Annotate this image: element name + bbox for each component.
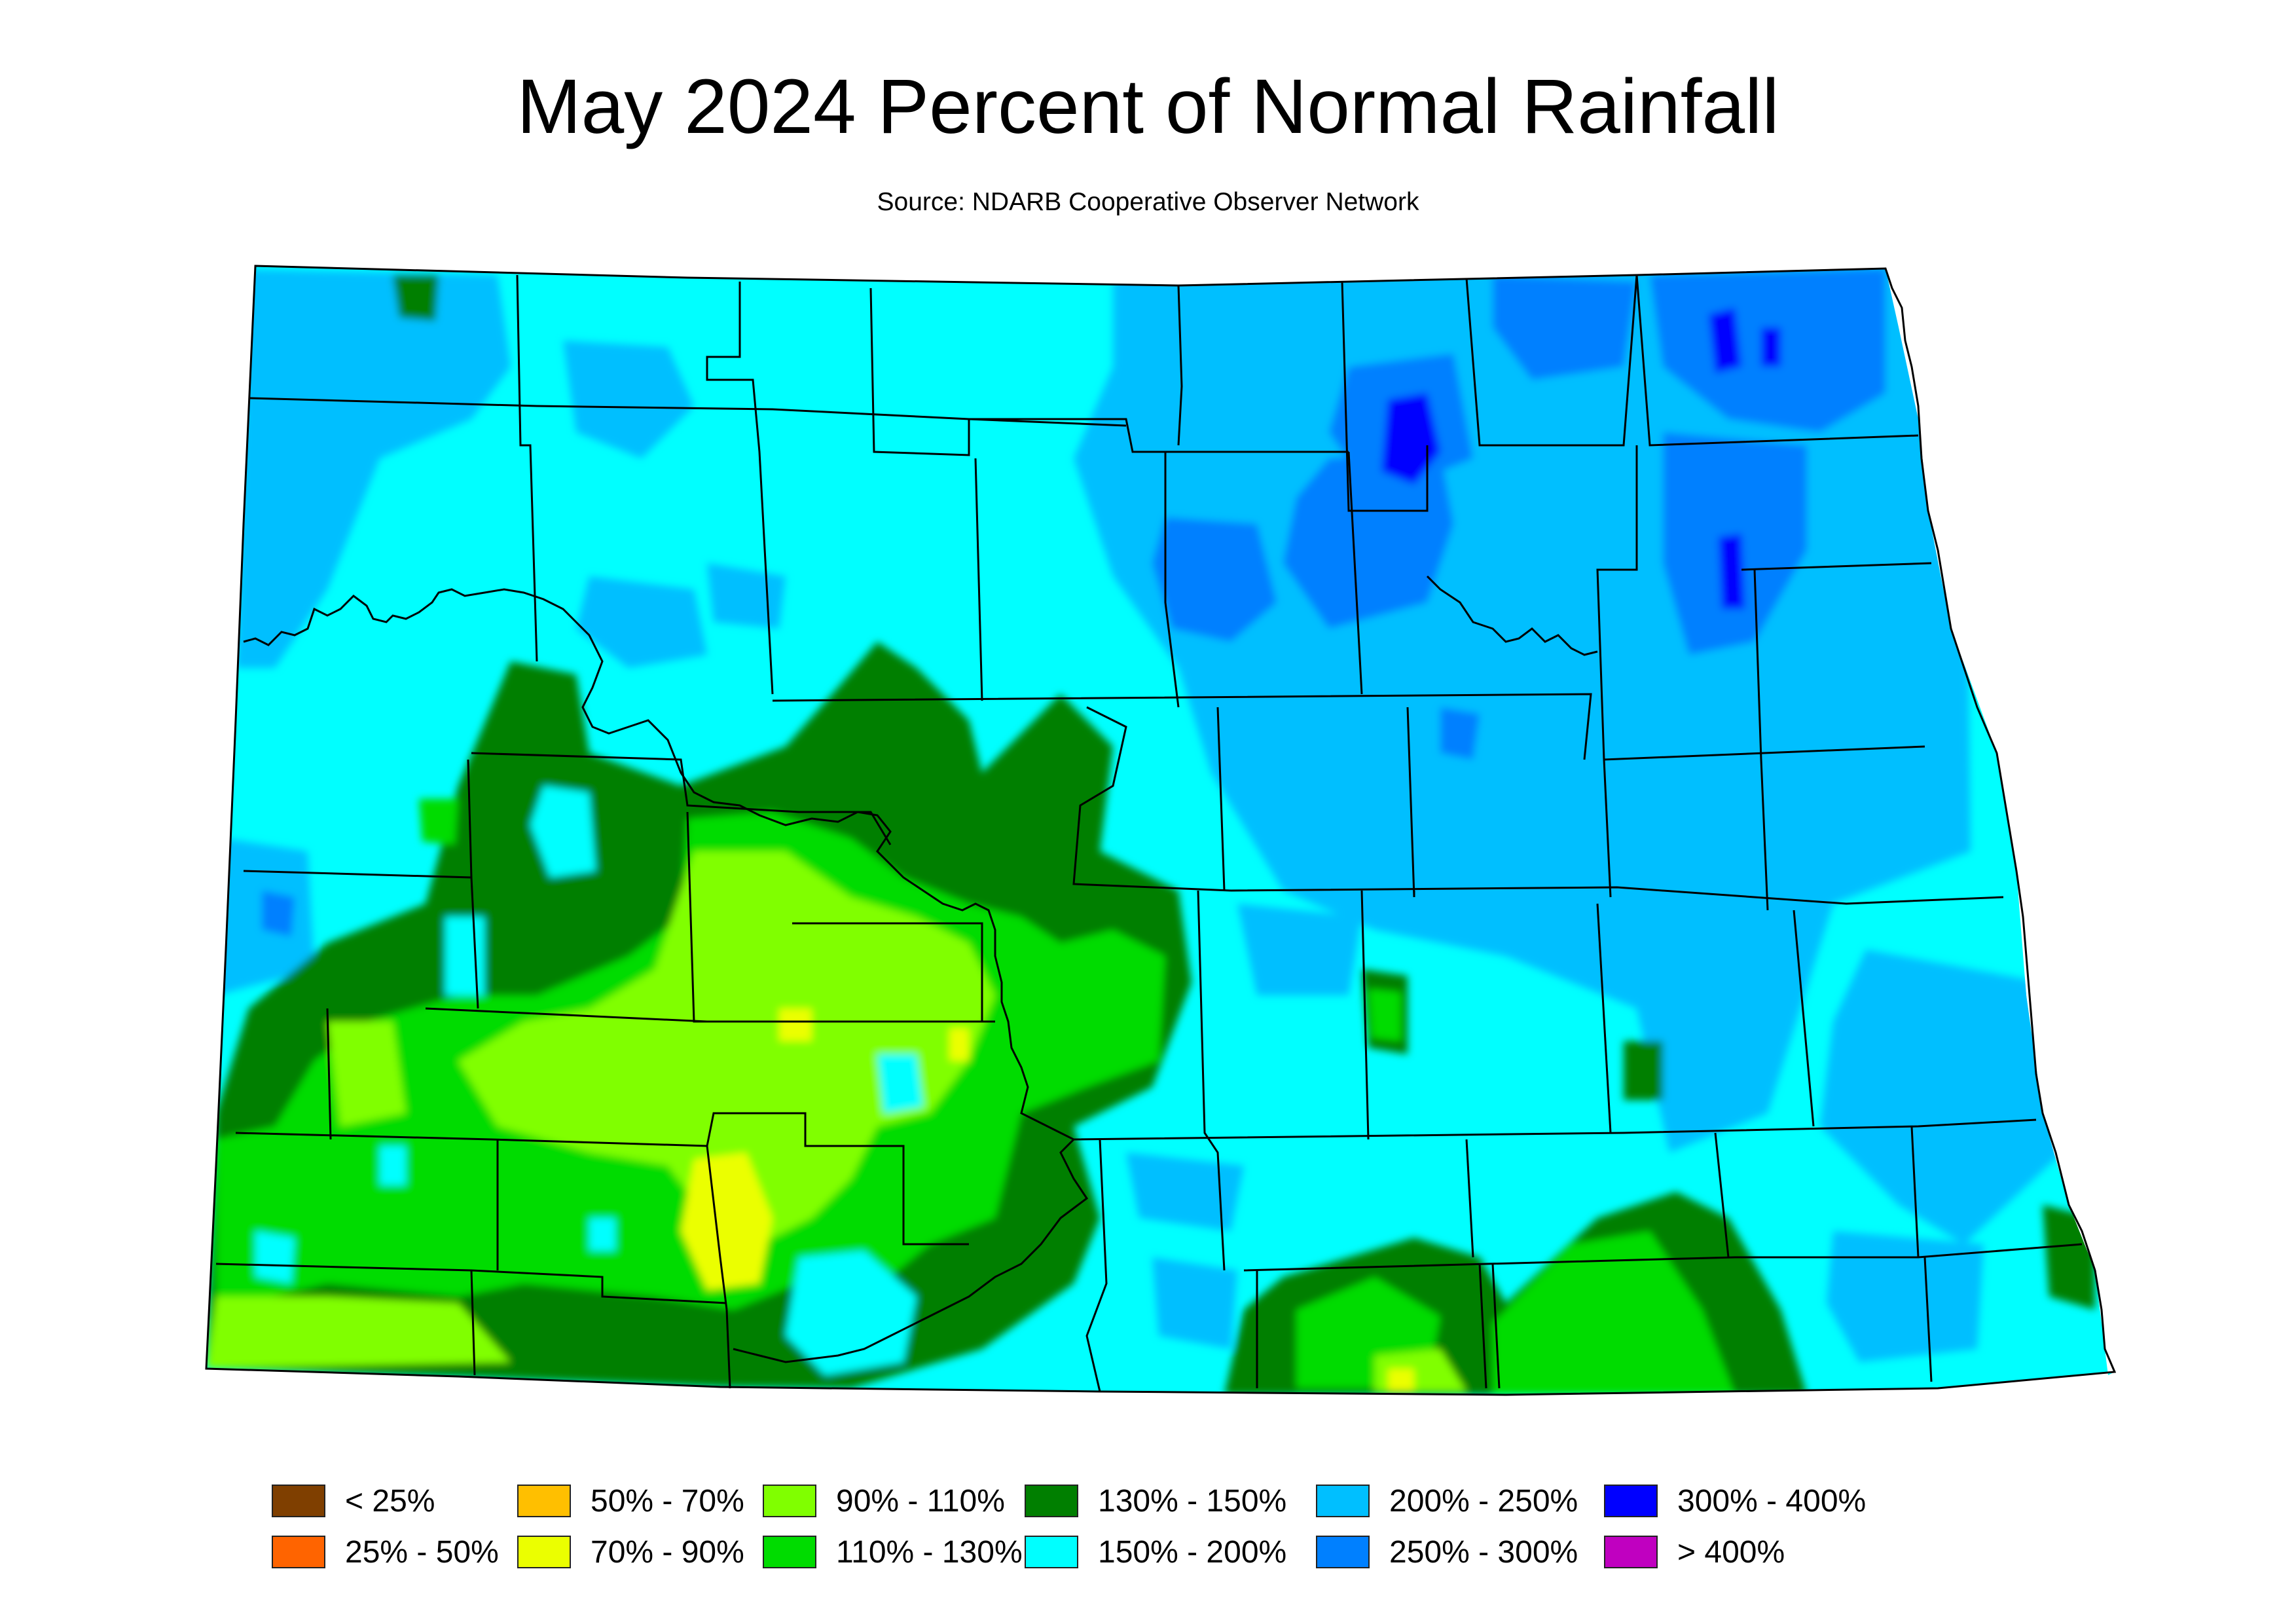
map-title: May 2024 Percent of Normal Rainfall [517, 64, 1779, 150]
state-outline [205, 265, 2117, 1396]
river-lines [243, 575, 1598, 1363]
county-lines [215, 274, 2083, 1392]
rainfall-fill [206, 266, 2115, 1395]
map-subtitle: Source: NDARB Cooperative Observer Netwo… [877, 188, 1419, 216]
